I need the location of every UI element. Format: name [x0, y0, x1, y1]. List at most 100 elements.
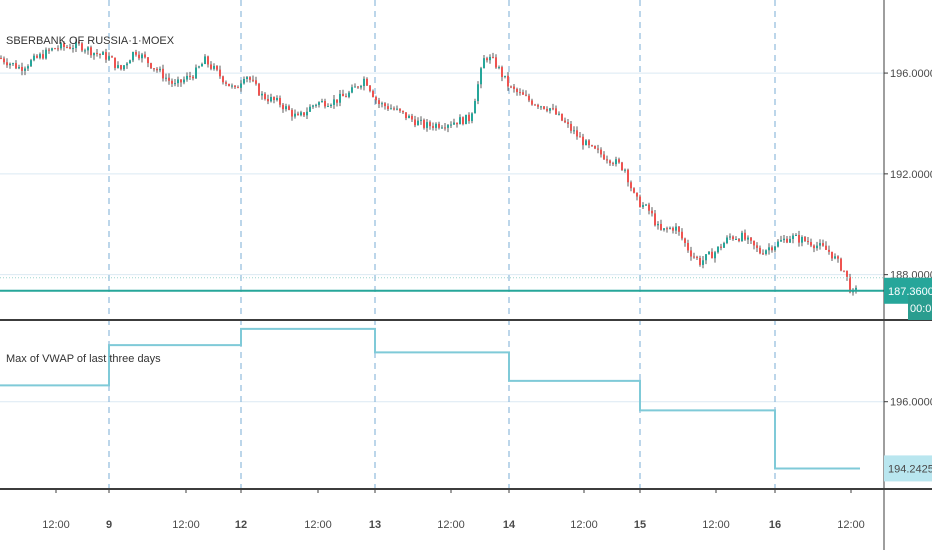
candle-body	[795, 235, 797, 237]
candle-body	[513, 86, 515, 89]
candle-body	[243, 78, 245, 84]
candle-body	[651, 210, 653, 214]
candle-body	[576, 130, 578, 137]
candle-body	[153, 68, 155, 70]
vwap-step-line	[0, 327, 860, 470]
candle-body	[120, 65, 122, 70]
candle-body	[207, 56, 209, 65]
candle-body	[459, 117, 461, 125]
candle-body	[93, 52, 95, 56]
candle-body	[630, 182, 632, 189]
candle-body	[684, 238, 686, 243]
candle-body	[222, 76, 224, 83]
candle-body	[468, 114, 470, 122]
candle-body	[51, 48, 53, 51]
price-scale[interactable]: 196.00000000192.00000000188.00000000196.…	[884, 68, 932, 482]
candle-body	[696, 256, 698, 258]
candle-body	[231, 85, 233, 87]
countdown-value: 00:05	[910, 303, 932, 315]
candle-body	[849, 276, 851, 293]
candle-body	[810, 242, 812, 246]
candle-body	[165, 77, 167, 79]
candle-body	[276, 97, 278, 101]
candle-body	[741, 232, 743, 242]
candle-body	[645, 204, 647, 206]
grid	[0, 72, 884, 403]
candle-body	[381, 103, 383, 105]
candle-body	[96, 52, 98, 54]
candle-body	[3, 58, 5, 63]
candle-body	[528, 95, 530, 101]
candle-body	[399, 108, 401, 111]
candle-body	[588, 140, 590, 146]
candle-body	[99, 53, 101, 55]
candle-body	[798, 235, 800, 243]
candle-body	[183, 79, 185, 83]
candle-body	[387, 106, 389, 110]
candle-body	[657, 223, 659, 226]
candle-body	[30, 60, 32, 67]
time-tick-label: 12:00	[570, 519, 598, 531]
candle-body	[18, 66, 20, 69]
candle-body	[0, 57, 2, 59]
candle-body	[375, 97, 377, 101]
candle-body	[219, 69, 221, 77]
candle-body	[171, 80, 173, 84]
candle-body	[213, 65, 215, 69]
candle-body	[450, 124, 452, 126]
candle-body	[522, 92, 524, 95]
candle-body	[366, 78, 368, 86]
candle-body	[147, 57, 149, 64]
candle-body	[801, 237, 803, 243]
candle-body	[174, 83, 176, 85]
candle-body	[732, 236, 734, 240]
candle-body	[429, 122, 431, 127]
candle-body	[21, 66, 23, 71]
candle-body	[579, 136, 581, 138]
candle-body	[627, 169, 629, 183]
candle-body	[606, 159, 608, 161]
candle-body	[600, 149, 602, 155]
candle-body	[24, 68, 26, 71]
candle-body	[198, 66, 200, 68]
candle-body	[303, 112, 305, 116]
candle-body	[441, 127, 443, 129]
candle-body	[531, 100, 533, 105]
candle-body	[33, 55, 35, 61]
candle-body	[393, 108, 395, 110]
candle-body	[423, 119, 425, 128]
candle-body	[108, 56, 110, 60]
candle-body	[111, 56, 113, 58]
candle-body	[372, 90, 374, 98]
candle-body	[234, 85, 236, 88]
current-price-value: 187.36000000	[888, 286, 932, 298]
candle-body	[156, 68, 158, 71]
candle-body	[384, 103, 386, 107]
candle-body	[414, 119, 416, 126]
candle-body	[126, 63, 128, 66]
candle-body	[300, 112, 302, 116]
candle-body	[360, 86, 362, 88]
time-tick-label: 12	[235, 519, 247, 531]
candle-body	[297, 113, 299, 116]
candle-body	[660, 223, 662, 230]
candle-body	[582, 136, 584, 146]
candle-body	[378, 100, 380, 105]
candle-body	[240, 83, 242, 88]
candle-body	[642, 205, 644, 208]
candle-body	[351, 87, 353, 93]
candle-body	[777, 241, 779, 247]
candle-body	[363, 78, 365, 87]
candle-body	[150, 63, 152, 69]
candle-body	[246, 77, 248, 79]
time-scale[interactable]: 12:00 9 12:00 12 12:00 13 12:00 14 12:00 15 12:00 1…	[42, 489, 865, 531]
candle-body	[504, 75, 506, 77]
candle-body	[261, 93, 263, 96]
candle-body	[489, 56, 491, 61]
candle-body	[540, 106, 542, 108]
candle-body	[438, 123, 440, 128]
candle-body	[135, 51, 137, 55]
candle-body	[804, 237, 806, 241]
time-tick-label: 12:00	[437, 519, 465, 531]
